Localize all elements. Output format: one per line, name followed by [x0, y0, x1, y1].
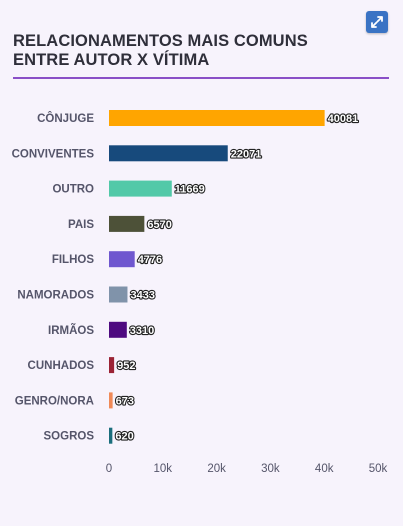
- x-tick-label: 30k: [261, 463, 280, 475]
- bar-namorados[interactable]: [109, 286, 128, 303]
- x-tick-label: 20k: [207, 463, 226, 475]
- value-label-pais: 6570: [147, 219, 171, 231]
- value-label-outro: 11669: [175, 184, 205, 196]
- category-label-filhos: FILHOS: [52, 254, 94, 266]
- category-label-cunhados: CUNHADOS: [28, 360, 95, 372]
- bar-conjuge[interactable]: [109, 110, 325, 126]
- category-label-genro-nora: GENRO/NORA: [15, 395, 94, 407]
- bar-outro[interactable]: [109, 180, 172, 197]
- bar-filhos[interactable]: [109, 251, 135, 268]
- category-label-namorados: NAMORADOS: [17, 290, 94, 302]
- value-label-sogros: 620: [115, 431, 133, 443]
- x-tick-label: 10k: [154, 463, 173, 475]
- category-label-outro: OUTRO: [52, 184, 94, 196]
- category-label-sogros: SOGROS: [44, 431, 95, 443]
- category-label-conviventes: CONVIVENTES: [12, 148, 95, 160]
- value-label-conviventes: 22071: [231, 148, 262, 160]
- chart-title: RELACIONAMENTOS MAIS COMUNS ENTRE AUTOR …: [13, 32, 308, 69]
- expand-icon: [371, 16, 383, 28]
- bar-genro-nora[interactable]: [109, 392, 113, 409]
- value-label-genro-nora: 673: [116, 395, 134, 407]
- bar-sogros[interactable]: [109, 427, 113, 444]
- x-tick-label: 40k: [315, 463, 334, 475]
- title-divider: [13, 77, 389, 79]
- bar-conviventes[interactable]: [109, 145, 228, 162]
- x-tick-label: 0: [106, 463, 112, 475]
- value-label-irmaos: 3310: [130, 325, 154, 337]
- value-label-namorados: 3433: [130, 290, 154, 302]
- value-label-filhos: 4776: [138, 254, 162, 266]
- category-label-conjuge: CÔNJUGE: [37, 112, 94, 125]
- bar-irmaos[interactable]: [109, 321, 127, 338]
- x-tick-label: 50k: [369, 463, 388, 475]
- expand-button[interactable]: [366, 11, 388, 33]
- value-label-conjuge: 40081: [328, 113, 359, 125]
- bar-pais[interactable]: [109, 215, 145, 232]
- category-label-irmaos: IRMÃOS: [48, 324, 94, 337]
- bar-cunhados[interactable]: [109, 357, 115, 374]
- category-label-pais: PAIS: [68, 219, 94, 231]
- value-label-cunhados: 952: [117, 360, 135, 372]
